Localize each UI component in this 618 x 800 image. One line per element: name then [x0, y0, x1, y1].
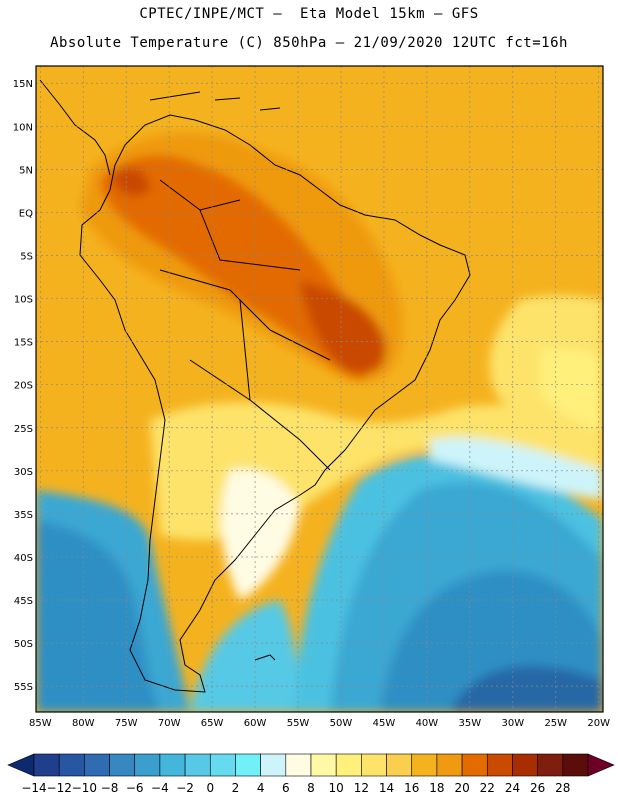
lat-label: 20S — [14, 381, 33, 392]
colorbar-labels: −14 −12 −10 −8 −6 −4 −2 0 2 4 6 8 10 12 14 16 18 20 22 24 26… — [21, 781, 570, 795]
falkland-islands — [254, 654, 276, 661]
colorbar-swatch — [486, 753, 513, 777]
lat-label: 55S — [14, 682, 33, 693]
lat-label: 50S — [14, 639, 33, 650]
chart-title: CPTEC/INPE/MCT – Eta Model 15km – GFS — [139, 6, 479, 22]
lat-label: 30S — [14, 467, 33, 478]
lon-label: 25W — [544, 718, 567, 729]
lon-label: 50W — [330, 718, 353, 729]
colorbar-tick-label: −14 — [21, 781, 46, 795]
colorbar-tick-label: 20 — [454, 781, 469, 795]
colorbar-swatch — [361, 753, 387, 777]
colorbar-tick-label: 22 — [480, 781, 495, 795]
lon-label: 40W — [416, 718, 439, 729]
colorbar-min-triangle — [7, 753, 35, 777]
colorbar-tick-label: 28 — [555, 781, 570, 795]
latitude-labels: 15N 10N 5N EQ 5S 10S 15S 20S 25S 30S 35S 40S 45S 50S 5… — [13, 79, 33, 693]
lon-label: 30W — [501, 718, 524, 729]
chart-subtitle: Absolute Temperature (C) 850hPa – 21/09/… — [50, 35, 568, 51]
lon-label: 75W — [115, 718, 138, 729]
lon-label: 20W — [587, 718, 610, 729]
lat-label: EQ — [19, 208, 33, 219]
colorbar-tick-label: −12 — [47, 781, 72, 795]
colorbar-tick-label: −10 — [72, 781, 97, 795]
lat-label: 15S — [14, 338, 33, 349]
lat-label: 10N — [13, 122, 33, 133]
colorbar-tick-label: 18 — [429, 781, 444, 795]
lon-label: 55W — [287, 718, 310, 729]
colorbar-swatch — [235, 753, 261, 777]
lat-label: 10S — [14, 295, 33, 306]
colorbar-swatch — [512, 753, 538, 777]
colorbar-swatch — [436, 753, 463, 777]
lat-label: 35S — [14, 510, 33, 521]
lat-label: 5S — [20, 251, 33, 262]
colorbar-tick-label: 6 — [282, 781, 290, 795]
lon-label: 35W — [459, 718, 482, 729]
central-america-outline — [39, 79, 111, 176]
colorbar-swatch — [184, 753, 211, 777]
colorbar-tick-label: −8 — [101, 781, 119, 795]
lon-label: 60W — [244, 718, 267, 729]
caribbean-islands — [149, 91, 281, 111]
country-borders — [159, 179, 331, 471]
colorbar-tick-label: 14 — [379, 781, 394, 795]
colorbar-max-triangle — [587, 753, 615, 777]
colorbar-tick-label: 8 — [307, 781, 315, 795]
lon-label: 70W — [158, 718, 181, 729]
colorbar-swatch — [33, 753, 60, 777]
lat-label: 40S — [14, 553, 33, 564]
colorbar-swatch — [562, 753, 589, 777]
colorbar-tick-label: 26 — [530, 781, 545, 795]
temperature-field — [36, 66, 603, 712]
colorbar-tick-label: 0 — [206, 781, 214, 795]
south-america-outline — [79, 114, 471, 693]
colorbar — [7, 753, 615, 777]
colorbar-tick-label: 2 — [232, 781, 240, 795]
colorbar-swatch — [285, 753, 312, 777]
colorbar-tick-label: −4 — [151, 781, 169, 795]
colorbar-swatch — [209, 753, 236, 777]
lat-label: 15N — [13, 79, 33, 90]
colorbar-swatch — [109, 753, 136, 777]
lon-label: 45W — [373, 718, 396, 729]
colorbar-tick-label: 24 — [505, 781, 520, 795]
colorbar-swatch — [386, 753, 413, 777]
colorbar-swatch — [310, 753, 337, 777]
colorbar-swatch — [58, 753, 85, 777]
longitude-labels: 85W 80W 75W 70W 65W 60W 55W 50W 45W 40W 35W 30W 25W 2… — [29, 718, 610, 729]
colorbar-swatch — [411, 753, 438, 777]
colorbar-tick-label: 16 — [404, 781, 419, 795]
colorbar-tick-label: 4 — [257, 781, 265, 795]
lat-label: 45S — [14, 596, 33, 607]
lon-label: 65W — [201, 718, 224, 729]
colorbar-swatch — [84, 753, 110, 777]
lon-label: 85W — [29, 718, 52, 729]
colorbar-swatch — [461, 753, 488, 777]
colorbar-tick-label: 10 — [329, 781, 344, 795]
colorbar-swatch — [537, 753, 564, 777]
coastlines — [39, 79, 471, 693]
colorbar-swatch — [335, 753, 362, 777]
lon-label: 80W — [72, 718, 95, 729]
colorbar-tick-label: −6 — [126, 781, 144, 795]
map-frame — [35, 65, 604, 713]
lat-label: 5N — [19, 165, 33, 176]
lat-label: 25S — [14, 424, 33, 435]
colorbar-swatch — [134, 753, 161, 777]
colorbar-tick-label: 12 — [354, 781, 369, 795]
colorbar-swatch — [260, 753, 287, 777]
colorbar-swatch — [159, 753, 186, 777]
colorbar-tick-label: −2 — [176, 781, 194, 795]
